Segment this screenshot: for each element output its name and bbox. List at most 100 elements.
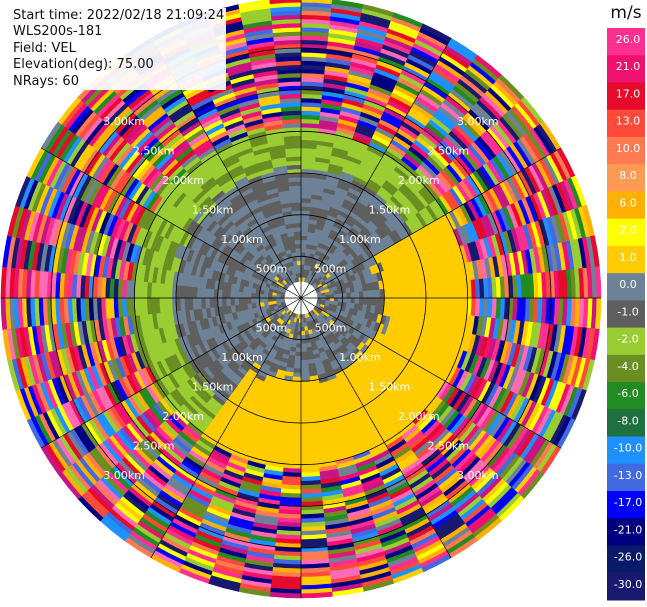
velocity-cell	[204, 297, 211, 309]
velocity-cell	[290, 197, 302, 204]
velocity-cell	[300, 368, 310, 374]
colorbar-tick-label: -8.0	[617, 414, 638, 427]
colorbar-tick-label: 26.0	[616, 33, 641, 46]
range-ring-label: 3.00km	[103, 469, 145, 482]
velocity-cell	[350, 297, 356, 304]
velocity-cell	[300, 392, 312, 399]
velocity-cell	[263, 297, 269, 303]
velocity-cell	[295, 251, 302, 257]
range-ring-label: 500m	[315, 263, 347, 276]
elevation-label: Elevation(deg): 75.00	[13, 57, 154, 73]
velocity-cell	[300, 359, 309, 365]
colorbar-tick-label: -17.0	[614, 496, 642, 509]
velocity-cells	[0, 0, 602, 599]
velocity-cell	[358, 297, 364, 305]
velocity-cell	[259, 297, 265, 303]
range-ring-label: 1.00km	[221, 351, 263, 364]
colorbar-tick-label: -13.0	[614, 469, 642, 482]
scan-info: Start time: 2022/02/18 21:09:24 WLS200s-…	[11, 8, 227, 91]
range-ring-label: 1.50km	[369, 204, 411, 217]
velocity-cell	[395, 297, 402, 309]
velocity-cell	[300, 251, 307, 257]
velocity-cell	[293, 363, 302, 370]
range-ring-label: 1.00km	[221, 233, 263, 246]
colorbar-tick-label: -10.0	[614, 442, 642, 455]
velocity-cell	[294, 355, 302, 361]
velocity-cell	[294, 235, 302, 241]
velocity-cell	[300, 201, 312, 208]
velocity-cell	[300, 247, 307, 253]
range-ring-label: 1.50km	[192, 204, 234, 217]
velocity-cell	[221, 297, 227, 307]
velocity-cell	[300, 322, 305, 328]
velocity-cell	[209, 297, 215, 308]
velocity-cell	[375, 297, 381, 307]
velocity-cell	[267, 297, 273, 302]
velocity-cell	[300, 222, 310, 228]
velocity-cell	[300, 239, 308, 245]
velocity-cell	[371, 297, 377, 307]
velocity-cell	[300, 206, 311, 212]
range-ring-label: 2.00km	[162, 174, 204, 187]
velocity-cell	[204, 287, 211, 299]
velocity-cell	[358, 291, 364, 299]
colorbar-tick-label: 2.0	[619, 224, 637, 237]
velocity-cell	[300, 197, 312, 204]
colorbar-tick-label: 8.0	[619, 169, 637, 182]
velocity-cell	[225, 297, 231, 307]
velocity-cell	[391, 297, 398, 309]
colorbar-tick-label: -1.0	[617, 305, 638, 318]
velocity-cell	[242, 297, 248, 305]
velocity-cell	[292, 218, 302, 224]
velocity-cell	[291, 384, 302, 390]
velocity-cell	[254, 297, 260, 304]
velocity-cell	[300, 0, 333, 5]
velocity-cell	[354, 297, 360, 305]
velocity-cell	[291, 206, 302, 212]
velocity-cell	[229, 297, 236, 306]
velocity-cell	[298, 272, 302, 278]
colorbar-unit: m/s	[610, 3, 641, 23]
velocity-cell	[271, 297, 277, 302]
velocity-cell	[300, 343, 307, 349]
velocity-cell	[395, 287, 402, 299]
velocity-cell	[300, 388, 312, 395]
velocity-cell	[371, 289, 377, 299]
colorbar-tick-label: -26.0	[614, 551, 642, 564]
velocity-cell	[325, 294, 331, 299]
start-time-label: Start time: 2022/02/18 21:09:24	[13, 8, 225, 23]
velocity-cell	[246, 292, 252, 299]
velocity-cell	[292, 368, 302, 374]
velocity-cell	[229, 290, 236, 299]
velocity-cell	[200, 287, 207, 299]
velocity-cell	[342, 292, 348, 299]
velocity-cell	[300, 347, 307, 353]
velocity-cell	[275, 297, 281, 301]
range-ring-label: 3.00km	[457, 115, 499, 128]
velocity-cell	[200, 297, 207, 309]
velocity-cell	[295, 343, 302, 349]
range-ring-label: 2.50km	[428, 145, 470, 158]
velocity-cell	[300, 355, 308, 361]
colorbar-tick-label: 13.0	[616, 115, 641, 128]
range-ring-label: 500m	[315, 321, 347, 334]
velocity-cell	[366, 297, 373, 306]
nrays-label: NRays: 60	[13, 73, 79, 89]
velocity-cell	[297, 264, 302, 270]
velocity-cell	[290, 201, 302, 208]
velocity-cell	[238, 297, 244, 305]
range-ring-label: 500m	[256, 263, 288, 276]
range-ring-label: 3.00km	[103, 115, 145, 128]
velocity-cell	[354, 291, 360, 299]
velocity-cell	[329, 294, 335, 299]
field-label: Field: VEL	[13, 40, 76, 56]
velocity-cell	[293, 231, 302, 237]
velocity-cell	[238, 291, 244, 299]
velocity-cell	[250, 297, 256, 304]
range-ring-label: 1.50km	[192, 380, 234, 393]
velocity-cell	[366, 290, 373, 299]
colorbar: m/s 26.0 21.0 17.0 13.0 10.0 8.0 6.0 2.0 1.0 0.0 -1…	[607, 3, 645, 601]
velocity-cell	[300, 243, 307, 249]
velocity-cell	[292, 222, 302, 228]
